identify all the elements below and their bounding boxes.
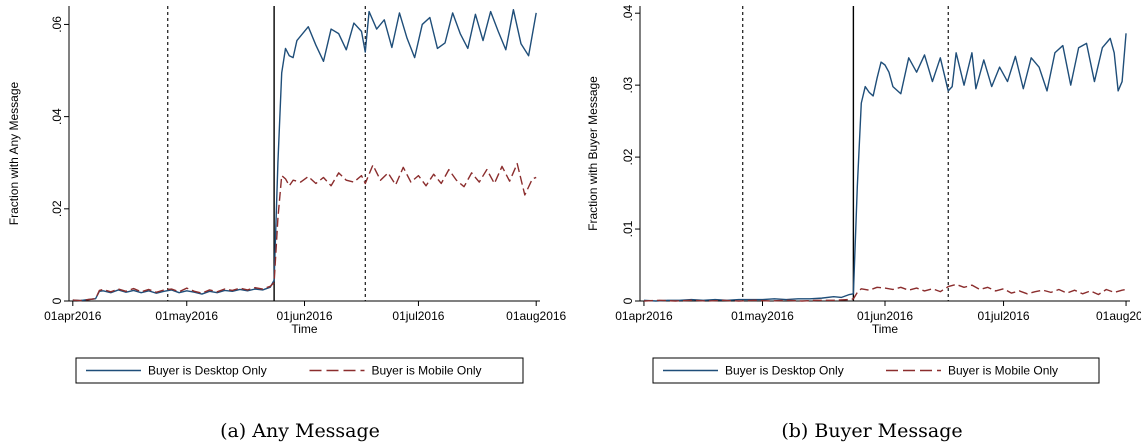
y-axis-title: Fraction with Buyer Message: [586, 76, 600, 231]
x-tick-label: 01jul2016: [392, 309, 444, 323]
y-tick-label: .02: [50, 200, 64, 217]
x-tick-label: 01jun2016: [276, 309, 332, 323]
x-tick-label: 01may2016: [155, 309, 218, 323]
x-tick-label: 01jun2016: [857, 309, 913, 323]
series-line-mobile-only: [72, 162, 537, 302]
y-tick-label: .02: [621, 148, 635, 165]
x-tick-label: 01may2016: [731, 309, 794, 323]
legend-label: Buyer is Mobile Only: [372, 364, 482, 378]
x-axis-title: Time: [291, 322, 318, 336]
y-axis-title: Fraction with Any Message: [7, 81, 21, 225]
x-tick-label: 01apr2016: [44, 309, 102, 323]
series-line-desktop-only: [72, 8, 537, 302]
x-tick-label: 01aug2016: [506, 309, 566, 323]
y-tick-label: 0: [50, 297, 64, 304]
chart-panel-b: 0 .01 .02 .03 .04 01apr2016 01may2016 01jun2016…: [586, 5, 1141, 442]
series-line-mobile-only: [643, 283, 1127, 302]
y-tick-label: .04: [621, 5, 635, 22]
y-tick-label: .03: [621, 76, 635, 93]
x-tick-label: 01apr2016: [615, 309, 673, 323]
x-tick-label: 01jul2016: [978, 309, 1030, 323]
figure-caption: (a) Any Message: [220, 420, 380, 442]
legend-label: Buyer is Mobile Only: [948, 364, 1058, 378]
legend-box: [652, 357, 1100, 384]
x-axis-title: Time: [872, 322, 899, 336]
legend-label: Buyer is Desktop Only: [725, 364, 844, 378]
x-tick-label: 01aug2016: [1096, 309, 1141, 323]
legend: Buyer is Desktop Only Buyer is Mobile Onl…: [652, 357, 1100, 384]
chart-panel-a: 0 .02 .04 .06 01apr2016 01may2016 01jun2016 01j…: [7, 6, 567, 442]
y-tick-label: 0: [621, 297, 635, 304]
series-line-desktop-only: [643, 33, 1127, 302]
y-tick-label: .01: [621, 220, 635, 237]
legend: Buyer is Desktop Only Buyer is Mobile Onl…: [75, 357, 524, 384]
y-tick-label: .04: [50, 108, 64, 125]
figure-caption: (b) Buyer Message: [781, 420, 962, 442]
legend-label: Buyer is Desktop Only: [148, 364, 267, 378]
legend-box: [75, 357, 524, 384]
y-tick-label: .06: [50, 16, 64, 33]
